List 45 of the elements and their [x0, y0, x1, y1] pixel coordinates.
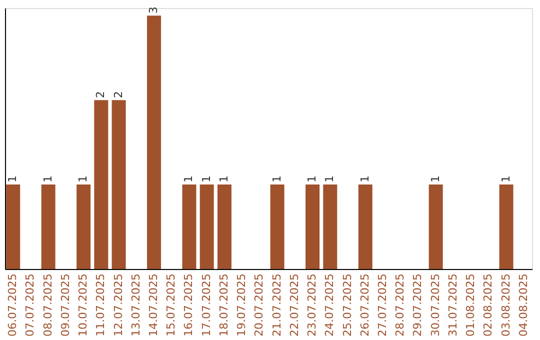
- data-label: 1: [499, 176, 512, 183]
- data-label: 1: [76, 176, 90, 183]
- x-tick-label: 21.07.2025: [270, 274, 284, 336]
- x-tick-label: 06.07.2025: [6, 274, 20, 336]
- x-tick-label: 02.08.2025: [482, 274, 495, 336]
- x-tick-label: 24.07.2025: [323, 274, 336, 336]
- x-tick-label: 11.07.2025: [94, 274, 108, 336]
- x-tick-label: 12.07.2025: [112, 274, 125, 336]
- x-tick-label: 07.07.2025: [24, 274, 37, 336]
- data-label: 1: [428, 176, 442, 183]
- x-tick-label: 08.07.2025: [41, 274, 54, 336]
- data-label: 1: [200, 176, 213, 183]
- x-tick-label: 16.07.2025: [182, 274, 196, 336]
- x-tick-label: 23.07.2025: [306, 274, 319, 336]
- x-tick-label: 28.07.2025: [394, 274, 407, 336]
- x-tick-label: 27.07.2025: [376, 274, 389, 336]
- x-tick-label: 20.07.2025: [252, 274, 266, 336]
- data-label: 1: [6, 176, 20, 183]
- data-label: 1: [323, 176, 336, 183]
- data-label: 1: [182, 176, 196, 183]
- x-tick-label: 25.07.2025: [340, 274, 354, 336]
- x-tick-label: 22.07.2025: [288, 274, 301, 336]
- data-label: 2: [94, 91, 108, 98]
- x-tick-label: 31.07.2025: [446, 274, 460, 336]
- data-label: 1: [41, 176, 54, 183]
- x-tick-label: 26.07.2025: [358, 274, 372, 336]
- x-tick-label: 04.08.2025: [516, 274, 530, 336]
- data-label: 2: [112, 91, 125, 98]
- x-tick-label: 18.07.2025: [217, 274, 230, 336]
- data-label: 1: [217, 176, 230, 183]
- x-tick-label: 01.08.2025: [464, 274, 478, 336]
- x-tick-label: 15.07.2025: [164, 274, 178, 336]
- x-tick-label: 10.07.2025: [76, 274, 90, 336]
- x-tick-label: 19.07.2025: [235, 274, 248, 336]
- x-tick-label: 03.08.2025: [499, 274, 512, 336]
- x-tick-label: 29.07.2025: [411, 274, 424, 336]
- data-label: 3: [147, 6, 160, 14]
- x-tick-label: 30.07.2025: [428, 274, 442, 336]
- data-label: 1: [306, 176, 319, 183]
- x-tick-label: 13.07.2025: [129, 274, 142, 336]
- data-label: 1: [358, 176, 372, 183]
- data-label: 1: [270, 176, 284, 183]
- x-tick-label: 14.07.2025: [147, 274, 160, 336]
- x-tick-label: 09.07.2025: [58, 274, 72, 336]
- x-tick-label: 17.07.2025: [200, 274, 213, 336]
